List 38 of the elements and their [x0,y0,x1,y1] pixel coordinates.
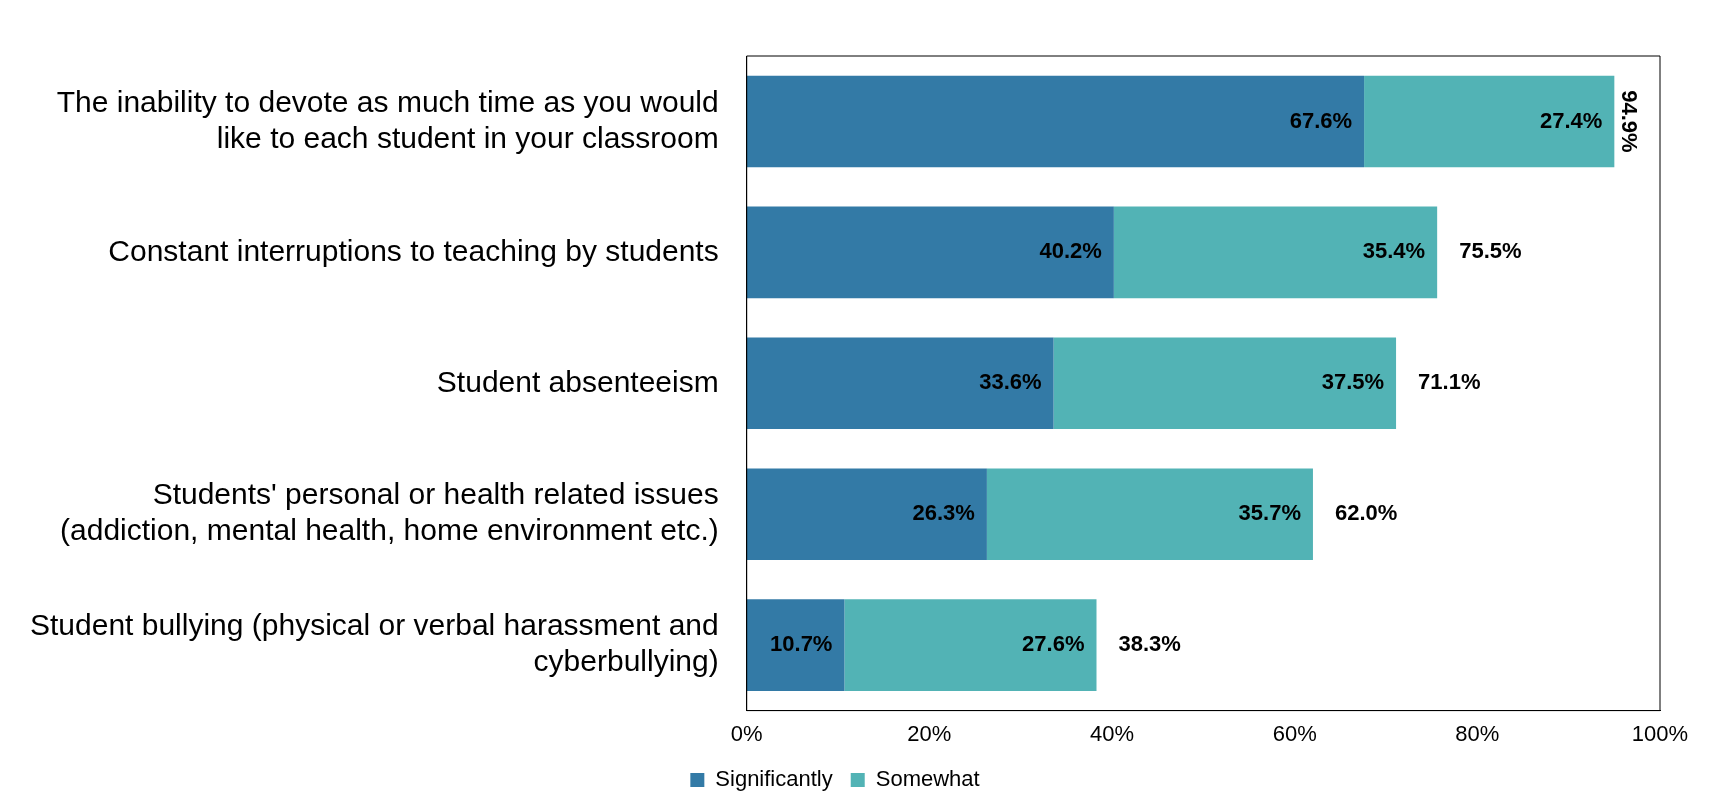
data-label: 35.4% [1362,238,1426,264]
data-label: 27.6% [1022,631,1085,657]
x-tick-label: 40% [1090,720,1135,746]
x-tick-label: 80% [1455,720,1500,746]
data-label: 67.6% [1289,107,1353,133]
bar [986,468,1313,561]
bar [844,599,1097,691]
total-label: 71.1% [1418,369,1481,395]
data-label: 27.4% [1539,107,1603,133]
x-tick-label: 20% [907,720,952,746]
total-label: 38.3% [1118,631,1181,657]
bar [746,337,1054,430]
x-tick-label: 60% [1272,720,1317,746]
x-tick-label: 100% [1631,720,1689,746]
total-label: 62.0% [1334,500,1398,526]
legend-label: Somewhat [875,766,980,792]
y-tick-label: Constant interruptions to teaching by students [108,233,719,267]
bar [1053,337,1397,430]
x-tick-label: 0% [730,720,763,746]
y-tick-label: Student bullying (physical or verbal harassment and cyberbullying) [29,608,719,678]
data-label: 40.2% [1039,238,1102,264]
bar [746,468,987,561]
total-label: 94.9% [1617,90,1643,153]
data-label: 35.7% [1238,500,1301,526]
y-tick-label: The inability to devote as much time as you would like to each student in your classroom [56,84,719,154]
y-tick-label: Students' personal or health related issues (addiction, mental health, home environment etc.) [60,477,719,547]
bar [746,599,845,691]
total-label: 75.5% [1459,238,1522,264]
data-label: 26.3% [912,500,975,526]
data-label: 10.7% [770,631,833,657]
bar [1113,206,1438,299]
y-tick-label: Student absenteeism [436,364,719,398]
data-label: 37.5% [1321,369,1385,395]
data-label: 33.6% [979,369,1042,395]
bar [746,206,1114,299]
legend-label: Significantly [715,766,833,792]
bar [1364,75,1615,168]
bar [746,75,1365,168]
